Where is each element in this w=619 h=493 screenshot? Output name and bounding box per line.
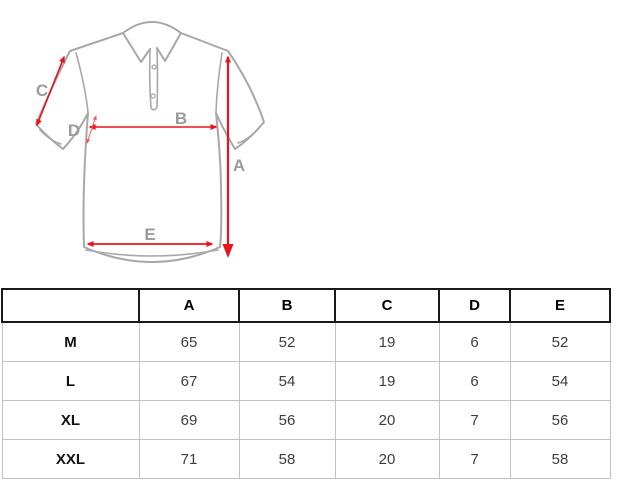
table-row-xl: XL 69 56 20 7 56 bbox=[1, 400, 611, 440]
size-label-cell: XL bbox=[1, 400, 140, 440]
measurement-value-cell: 56 bbox=[238, 400, 336, 440]
measurement-label-b: B bbox=[175, 109, 187, 128]
measurement-value-cell: 20 bbox=[334, 439, 440, 479]
measurement-value-cell: 19 bbox=[334, 361, 440, 401]
measurement-value-cell: 69 bbox=[138, 400, 240, 440]
size-label-cell: XXL bbox=[1, 439, 140, 479]
measurement-arrows bbox=[36, 55, 234, 258]
table-row-l: L 67 54 19 6 54 bbox=[1, 361, 611, 401]
button-icon bbox=[151, 64, 157, 70]
measurement-value-cell: 6 bbox=[438, 361, 511, 401]
table-header-row: A B C D E bbox=[1, 288, 611, 323]
measurement-value-cell: 54 bbox=[238, 361, 336, 401]
size-label-cell: L bbox=[1, 361, 140, 401]
column-header-d: D bbox=[438, 288, 511, 323]
measurement-value-cell: 56 bbox=[509, 400, 611, 440]
measurement-value-cell: 7 bbox=[438, 400, 511, 440]
column-header-a: A bbox=[138, 288, 240, 323]
measurement-label-a: A bbox=[233, 156, 245, 175]
measurement-value-cell: 52 bbox=[509, 321, 611, 362]
measurement-value-cell: 52 bbox=[238, 321, 336, 362]
shirt-outline bbox=[35, 21, 265, 263]
polo-shirt-diagram: A B C D E bbox=[35, 21, 265, 263]
measurement-value-cell: 6 bbox=[438, 321, 511, 362]
size-label-cell: M bbox=[1, 321, 140, 362]
column-header-size bbox=[1, 288, 140, 323]
table-row-xxl: XXL 71 58 20 7 58 bbox=[1, 439, 611, 479]
measurement-value-cell: 65 bbox=[138, 321, 240, 362]
measurement-labels: A B C D E bbox=[36, 81, 245, 244]
column-header-c: C bbox=[334, 288, 440, 323]
measurement-arrow-a-head bbox=[222, 244, 234, 258]
measurement-value-cell: 19 bbox=[334, 321, 440, 362]
measurement-arrow-d bbox=[86, 115, 97, 144]
size-table: A B C D E M 65 52 19 6 52 L 67 54 19 6 bbox=[1, 288, 611, 479]
measurement-value-cell: 71 bbox=[138, 439, 240, 479]
measurement-value-cell: 58 bbox=[509, 439, 611, 479]
measurement-label-e: E bbox=[144, 225, 155, 244]
measurement-value-cell: 54 bbox=[509, 361, 611, 401]
measurement-value-cell: 7 bbox=[438, 439, 511, 479]
button-icon bbox=[150, 93, 156, 99]
measurement-arrow-c bbox=[36, 55, 65, 127]
column-header-b: B bbox=[238, 288, 336, 323]
measurement-label-c: C bbox=[36, 81, 48, 100]
measurement-value-cell: 67 bbox=[138, 361, 240, 401]
table-row-m: M 65 52 19 6 52 bbox=[1, 321, 611, 362]
measurement-value-cell: 58 bbox=[238, 439, 336, 479]
measurement-label-d: D bbox=[68, 121, 80, 140]
measurement-value-cell: 20 bbox=[334, 400, 440, 440]
column-header-e: E bbox=[509, 288, 611, 323]
